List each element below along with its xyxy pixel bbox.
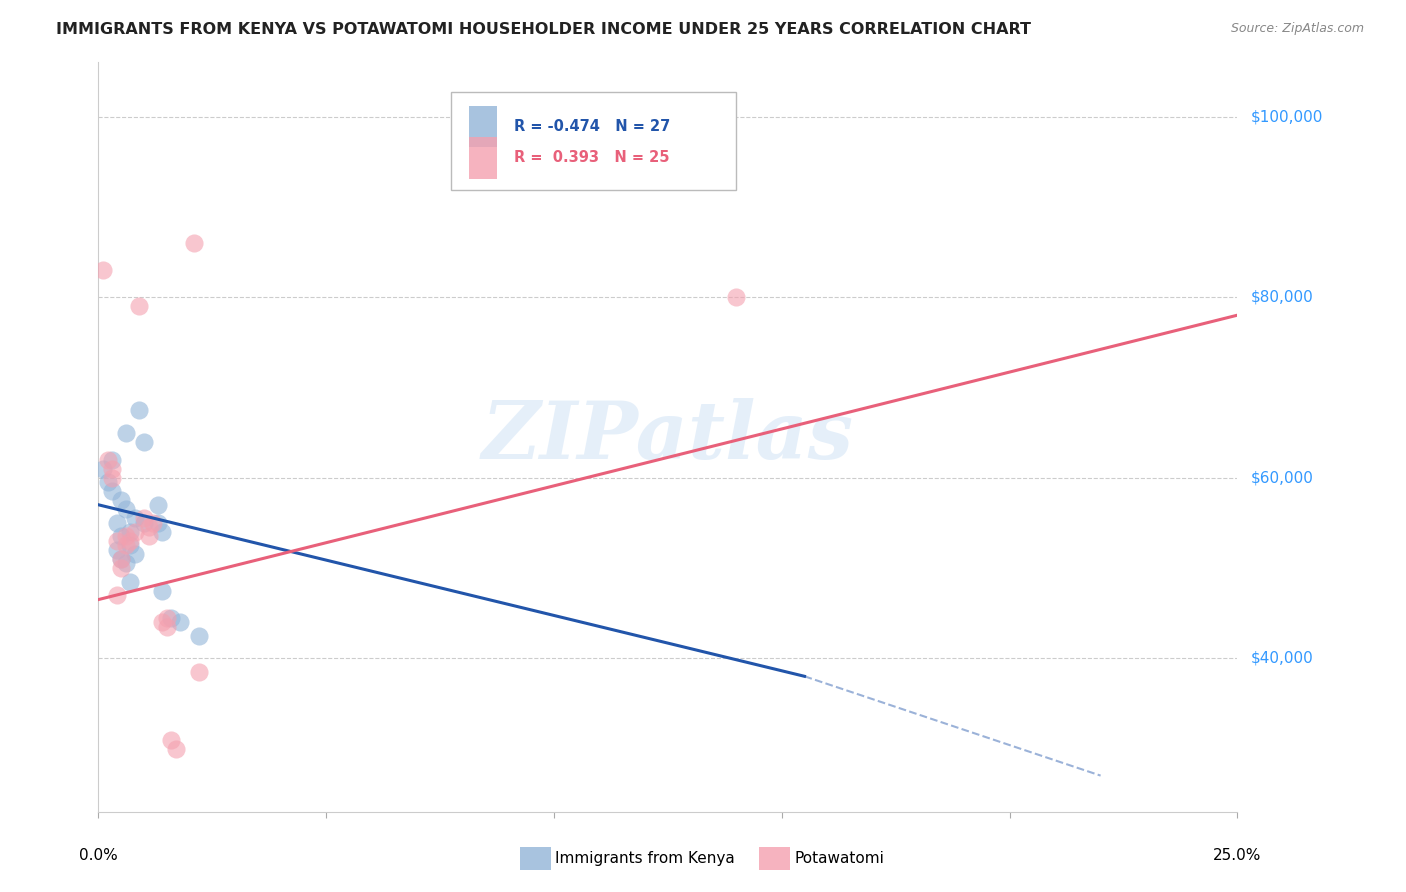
Point: [91, 461, 114, 475]
Point: [183, 235, 205, 250]
Point: [150, 583, 173, 598]
Text: ZIPatlas: ZIPatlas: [482, 399, 853, 475]
Point: [114, 529, 136, 543]
Point: [120, 574, 142, 589]
Point: [110, 552, 132, 566]
Text: Potawatomi: Potawatomi: [794, 852, 884, 866]
Point: [101, 471, 124, 485]
Point: [96, 452, 118, 467]
Point: [132, 516, 155, 530]
Point: [120, 524, 142, 539]
Text: R =  0.393   N = 25: R = 0.393 N = 25: [515, 151, 669, 166]
Point: [105, 543, 128, 558]
Point: [120, 533, 142, 548]
Point: [110, 493, 132, 508]
Point: [124, 511, 146, 525]
FancyBboxPatch shape: [451, 93, 737, 190]
Point: [101, 484, 124, 499]
Point: [165, 741, 187, 756]
Point: [146, 498, 169, 512]
Point: [142, 516, 165, 530]
Point: [725, 290, 748, 304]
Point: [132, 434, 155, 449]
Point: [187, 629, 209, 643]
Point: [96, 475, 118, 490]
Point: [128, 403, 150, 417]
Text: 25.0%: 25.0%: [1213, 847, 1261, 863]
Point: [114, 425, 136, 440]
Text: 0.0%: 0.0%: [79, 847, 118, 863]
Point: [114, 557, 136, 571]
Point: [138, 529, 160, 543]
Text: R = -0.474   N = 27: R = -0.474 N = 27: [515, 119, 671, 134]
Point: [150, 615, 173, 629]
Point: [110, 561, 132, 575]
Point: [160, 732, 183, 747]
Point: [132, 511, 155, 525]
Point: [105, 588, 128, 602]
Point: [150, 524, 173, 539]
Point: [114, 538, 136, 552]
Point: [105, 516, 128, 530]
Bar: [468, 106, 498, 147]
Point: [138, 520, 160, 534]
Point: [187, 665, 209, 679]
Text: $40,000: $40,000: [1251, 651, 1315, 665]
Point: [146, 516, 169, 530]
Point: [124, 524, 146, 539]
Text: Source: ZipAtlas.com: Source: ZipAtlas.com: [1230, 22, 1364, 36]
Point: [91, 263, 114, 277]
Point: [128, 299, 150, 313]
Point: [110, 552, 132, 566]
Point: [156, 620, 179, 634]
Text: Immigrants from Kenya: Immigrants from Kenya: [555, 852, 735, 866]
Text: $80,000: $80,000: [1251, 290, 1315, 305]
Point: [169, 615, 191, 629]
Point: [105, 533, 128, 548]
Text: $100,000: $100,000: [1251, 109, 1323, 124]
Point: [124, 548, 146, 562]
Point: [101, 461, 124, 475]
Point: [114, 502, 136, 516]
Point: [120, 538, 142, 552]
Point: [156, 610, 179, 624]
Bar: [468, 137, 498, 178]
Text: IMMIGRANTS FROM KENYA VS POTAWATOMI HOUSEHOLDER INCOME UNDER 25 YEARS CORRELATIO: IMMIGRANTS FROM KENYA VS POTAWATOMI HOUS…: [56, 22, 1031, 37]
Point: [110, 529, 132, 543]
Text: $60,000: $60,000: [1251, 470, 1315, 485]
Point: [101, 452, 124, 467]
Point: [160, 610, 183, 624]
